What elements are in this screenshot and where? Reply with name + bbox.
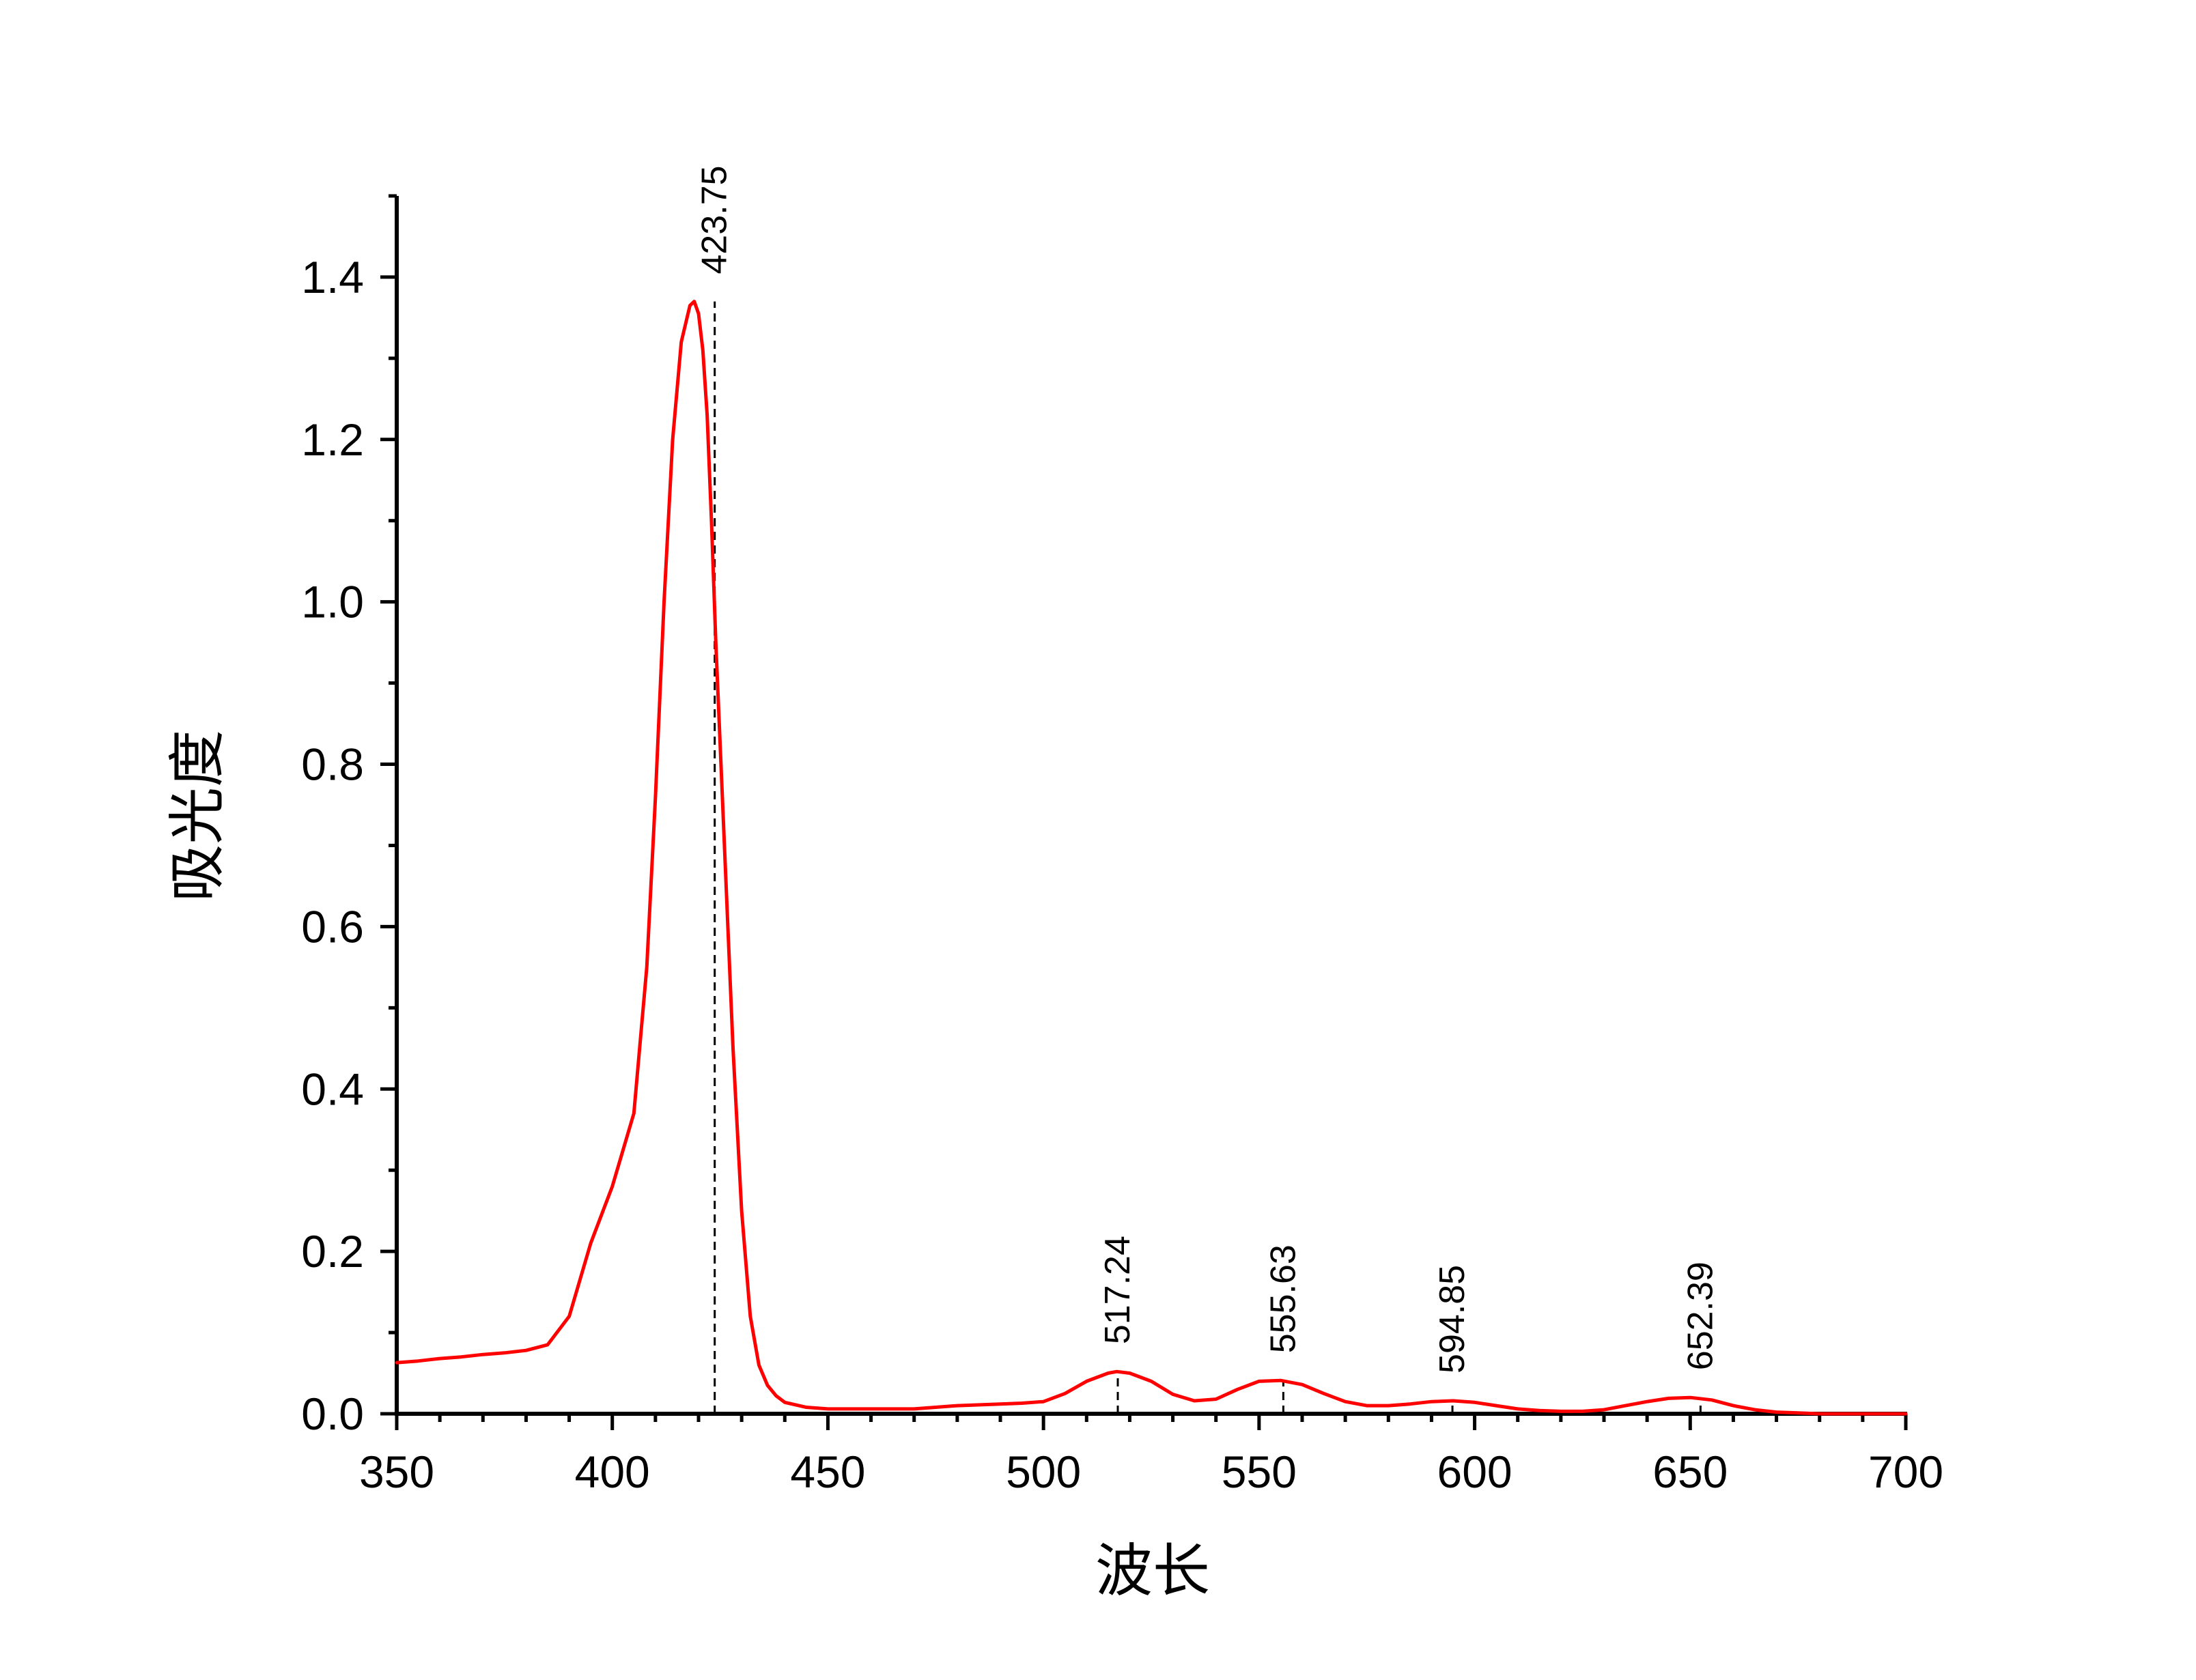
y-tick-label: 0.2 bbox=[301, 1226, 364, 1277]
y-tick-label: 0.6 bbox=[301, 901, 364, 952]
y-tick-label: 1.2 bbox=[301, 414, 364, 465]
peak-label: 555.63 bbox=[1263, 1244, 1303, 1353]
axes bbox=[395, 196, 1907, 1416]
x-tick-label: 700 bbox=[1868, 1447, 1943, 1497]
y-tick-label: 0.8 bbox=[301, 739, 364, 790]
x-axis-title: 波长 bbox=[1095, 1537, 1210, 1604]
peak-label: 423.75 bbox=[695, 166, 735, 274]
x-tick-label: 500 bbox=[1006, 1447, 1081, 1497]
peak-label: 652.39 bbox=[1680, 1262, 1720, 1370]
y-tick-label: 0.0 bbox=[301, 1389, 364, 1439]
y-tick-label: 1.0 bbox=[301, 577, 364, 627]
peak-label: 594.85 bbox=[1433, 1265, 1472, 1373]
peak-label: 517.24 bbox=[1098, 1236, 1138, 1344]
spectrum-line bbox=[395, 300, 1908, 1416]
y-tick-label: 1.4 bbox=[301, 252, 364, 302]
peak-markers: 423.75 517.24 555.63 594.85 652.39 bbox=[695, 166, 1720, 1414]
x-tick-label: 550 bbox=[1222, 1447, 1297, 1497]
series bbox=[395, 300, 1908, 1416]
x-tick-label: 600 bbox=[1437, 1447, 1512, 1497]
x-tick-label: 350 bbox=[359, 1447, 434, 1497]
x-tick-label: 400 bbox=[575, 1447, 650, 1497]
x-tick-label: 450 bbox=[790, 1447, 865, 1497]
y-axis-title: 吸光度 bbox=[164, 730, 231, 902]
y-tick-label: 0.4 bbox=[301, 1064, 364, 1114]
x-tick-label: 650 bbox=[1652, 1447, 1728, 1497]
ticks: 350 400 450 500 550 600 650 700 0.0 0.2 0.4 0.6 0.8 1… bbox=[301, 194, 1943, 1497]
